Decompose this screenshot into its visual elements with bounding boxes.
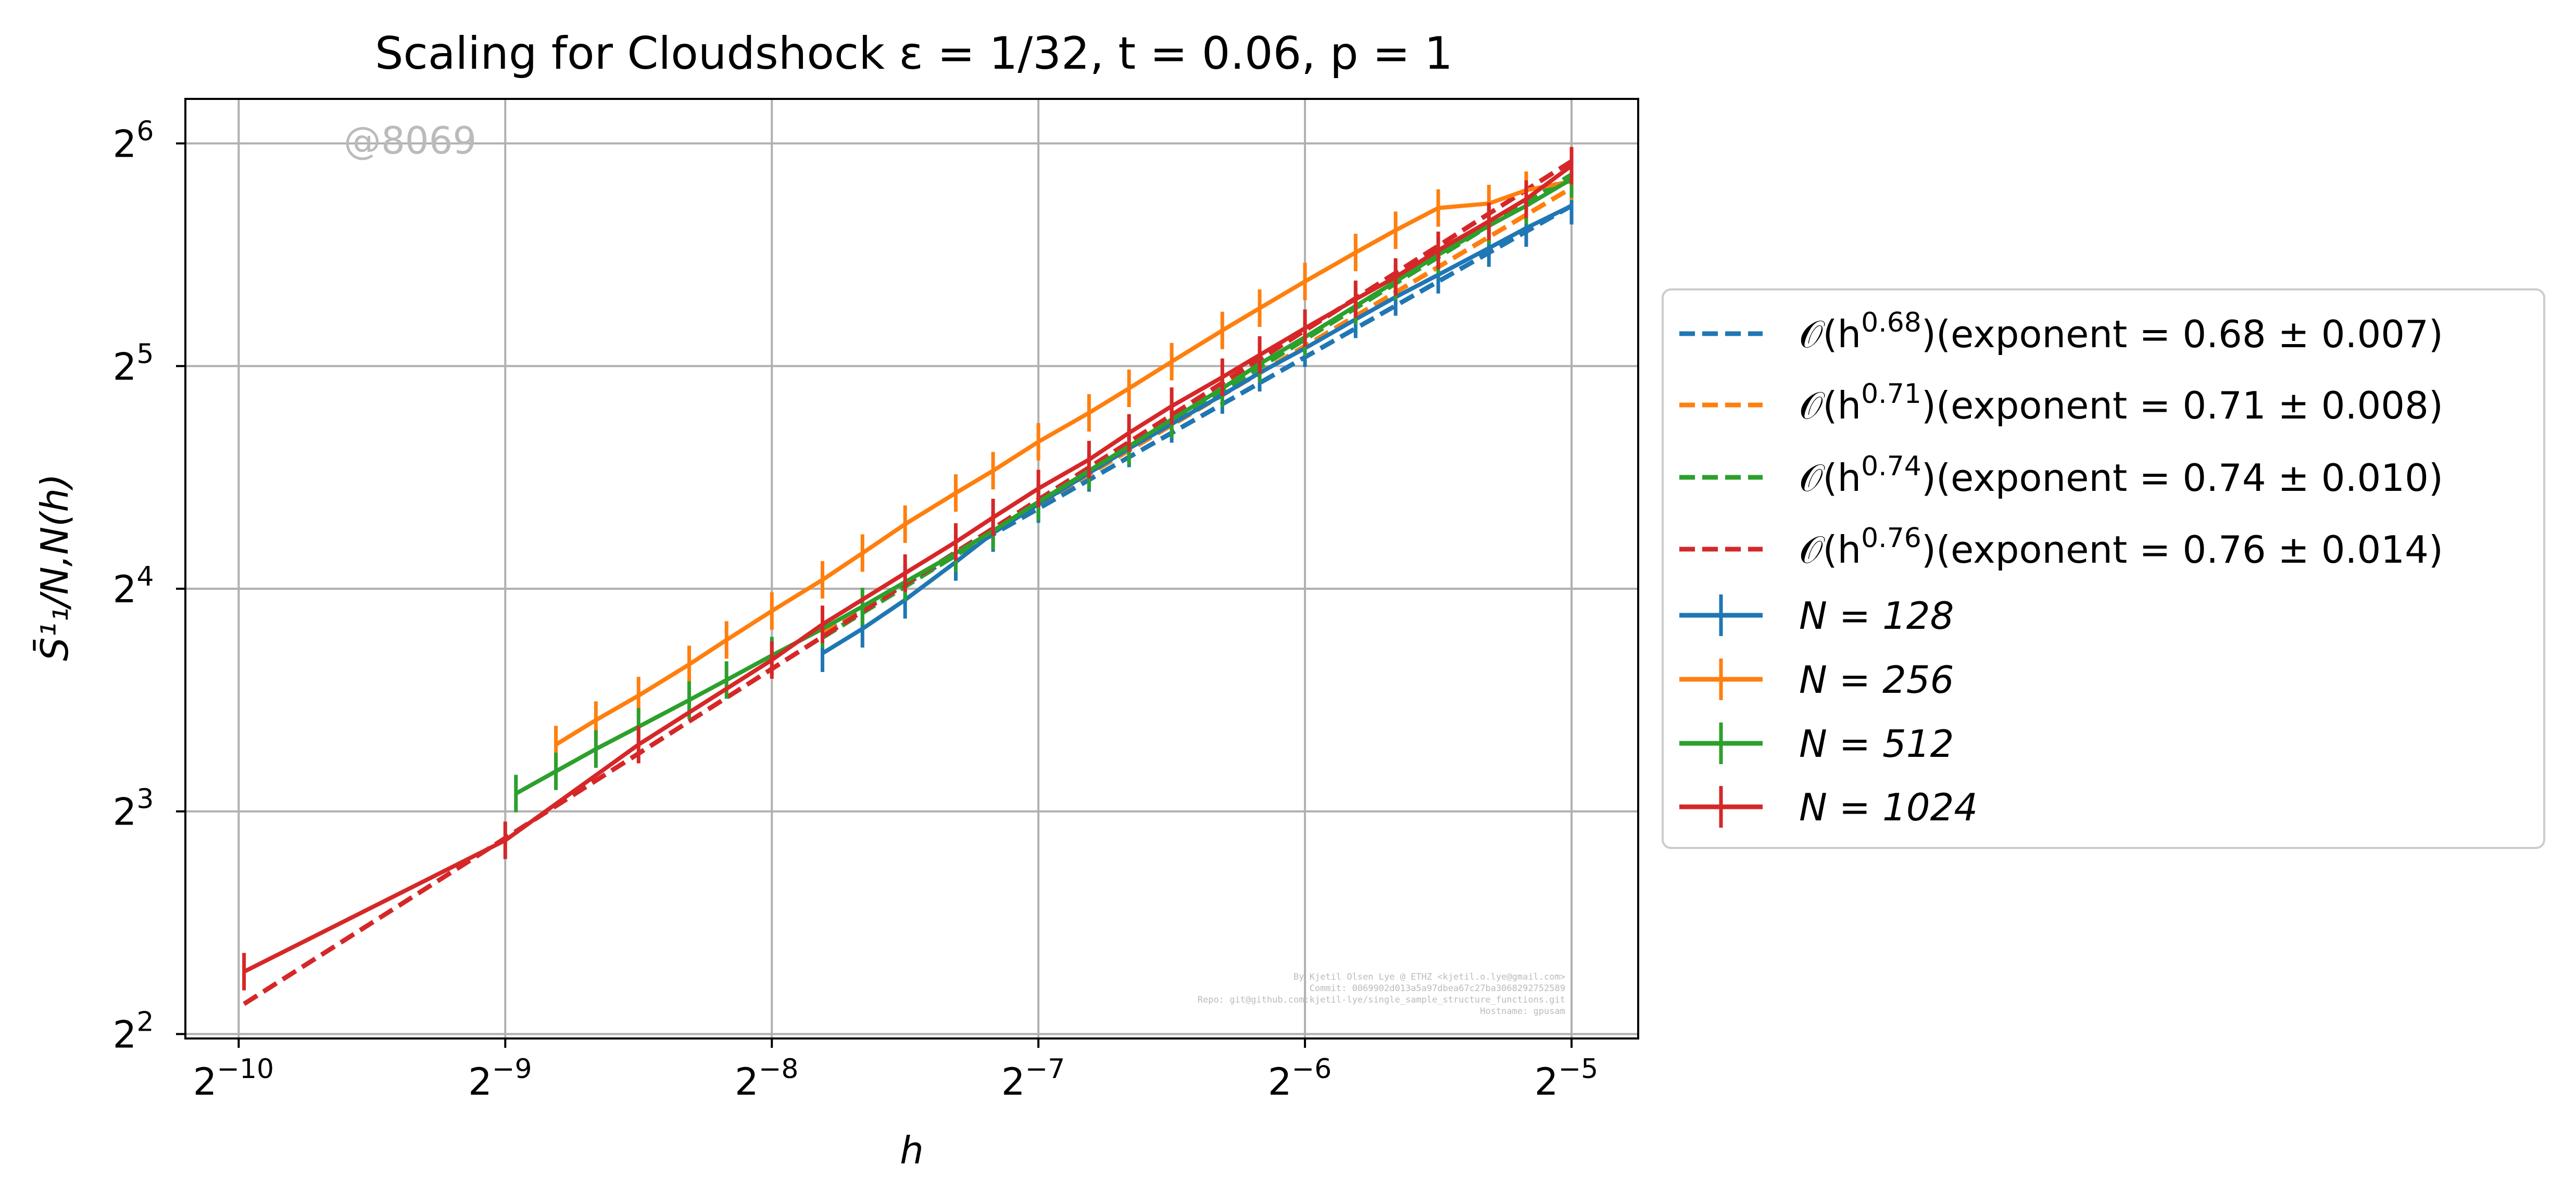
x-tick-label: 2−8 [735, 1054, 798, 1104]
x-tick-label: 2−6 [1268, 1054, 1331, 1104]
y-tick-label: 23 [113, 784, 154, 834]
x-axis-label: h [900, 1129, 924, 1172]
y-axis-label: S̄¹₁/N,N(h) [33, 474, 77, 661]
legend-fit-label: 𝒪(h0.68)(exponent = 0.68 ± 0.007) [1799, 307, 2443, 356]
legend-fit-label: 𝒪(h0.74)(exponent = 0.74 ± 0.010) [1799, 451, 2443, 500]
x-tick-label: 2−9 [468, 1054, 532, 1104]
legend-series-label: N = 1024 [1799, 785, 1978, 829]
series-group [242, 147, 1574, 991]
legend: 𝒪(h0.68)(exponent = 0.68 ± 0.007) 𝒪(h0.71… [1662, 288, 2545, 849]
legend-box [1662, 288, 2545, 849]
y-tick-label: 22 [113, 1006, 154, 1056]
series-line [555, 179, 1572, 746]
legend-series-label: N = 256 [1799, 658, 1954, 702]
watermark: @8069 [344, 119, 476, 162]
data-series [242, 147, 1574, 991]
y-axis-ticks: 22 23 24 25 26 [113, 116, 185, 1056]
legend-series-label: N = 128 [1799, 594, 1954, 638]
chart-title: Scaling for Cloudshock ε = 1/32, t = 0.0… [375, 28, 1453, 80]
credits-block: By Kjetil Olsen Lye @ ETHZ <kjetil.o.lye… [1198, 972, 1565, 1017]
y-tick-label: 24 [113, 561, 154, 611]
plot-frame [184, 98, 1639, 1040]
legend-series-label: N = 512 [1799, 722, 1954, 766]
legend-fit-label: 𝒪(h0.76)(exponent = 0.76 ± 0.014) [1799, 523, 2443, 572]
y-tick-label: 25 [113, 338, 154, 388]
legend-fit-label: 𝒪(h0.71)(exponent = 0.71 ± 0.008) [1799, 378, 2443, 427]
x-tick-label: 2−10 [193, 1054, 274, 1104]
series-line [821, 204, 1573, 655]
gridlines [185, 99, 1638, 1038]
credits-line: Hostname: gpusam [1480, 1006, 1565, 1017]
credits-line: By Kjetil Olsen Lye @ ETHZ <kjetil.o.lye… [1293, 972, 1565, 982]
x-axis-ticks: 2−10 2−9 2−8 2−7 2−6 2−5 [193, 1038, 1598, 1104]
x-tick-label: 2−5 [1535, 1054, 1598, 1104]
y-tick-label: 26 [113, 116, 154, 166]
x-tick-label: 2−7 [1001, 1054, 1065, 1104]
credits-line: Commit: 0069902d013a5a97dbea67c27ba30682… [1310, 983, 1565, 994]
credits-line: Repo: git@github.com:kjetil-lye/single_s… [1198, 995, 1565, 1005]
